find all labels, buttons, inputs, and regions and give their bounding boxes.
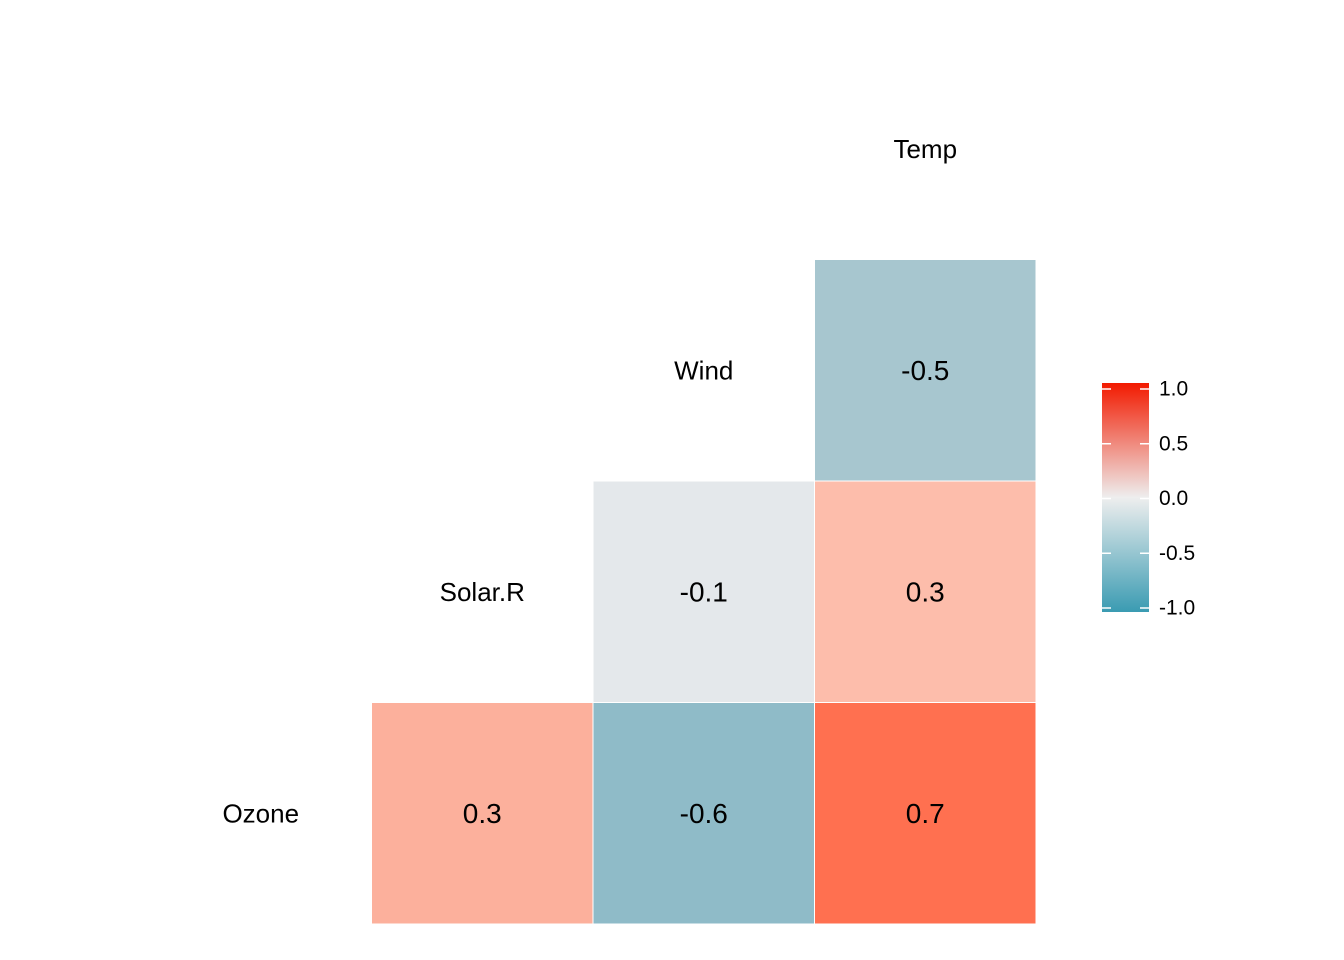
cell-value-label: -0.5 <box>901 355 949 386</box>
cell-value-label: 0.3 <box>906 576 945 607</box>
cell-value-label: -0.1 <box>680 576 728 607</box>
heatmap-cell <box>814 480 1037 703</box>
variable-label-ozone: Ozone <box>222 798 299 828</box>
variable-label-solar-r: Solar.R <box>440 577 525 607</box>
legend-tick: -1.0 <box>1102 597 1195 620</box>
variable-label-wind: Wind <box>674 355 733 385</box>
cell-solar-r-temp: 0.3 <box>814 480 1037 703</box>
legend-tick: -0.5 <box>1102 542 1195 565</box>
heatmap-cell <box>371 702 594 925</box>
color-legend: 1.0 0.5 0.0 -0.5 -1.0 <box>1102 378 1195 620</box>
variable-label-temp: Temp <box>893 134 957 164</box>
legend-color-bar <box>1102 383 1149 612</box>
cell-value-label: -0.6 <box>680 798 728 829</box>
cell-ozone-temp: 0.7 <box>814 702 1037 925</box>
cell-solar-r-wind: -0.1 <box>592 480 815 703</box>
cell-ozone-wind: -0.6 <box>592 702 815 925</box>
cell-value-label: 0.7 <box>906 798 945 829</box>
legend-tick: 0.0 <box>1102 487 1188 510</box>
cell-ozone-solar-r: 0.3 <box>371 702 594 925</box>
legend-tick-label: 1.0 <box>1159 378 1188 401</box>
heatmap-cell <box>592 480 815 703</box>
cell-value-label: 0.3 <box>463 798 502 829</box>
legend-tick: 0.5 <box>1102 432 1188 455</box>
legend-tick-label: -1.0 <box>1159 597 1195 620</box>
heatmap-cell <box>814 259 1037 482</box>
legend-ticks: 1.0 0.5 0.0 -0.5 -1.0 <box>1102 378 1195 620</box>
cell-wind-temp: -0.5 <box>814 259 1037 482</box>
legend-tick-label: 0.5 <box>1159 432 1188 455</box>
legend-tick-label: 0.0 <box>1159 487 1188 510</box>
legend-tick: 1.0 <box>1102 378 1188 401</box>
heatmap-cell <box>814 702 1037 925</box>
legend-tick-label: -0.5 <box>1159 542 1195 565</box>
variable-labels: Ozone Solar.R Wind Temp <box>222 134 957 829</box>
heatmap-cells: 0.3 -0.6 0.7 -0.1 0.3 -0.5 <box>371 259 1037 925</box>
